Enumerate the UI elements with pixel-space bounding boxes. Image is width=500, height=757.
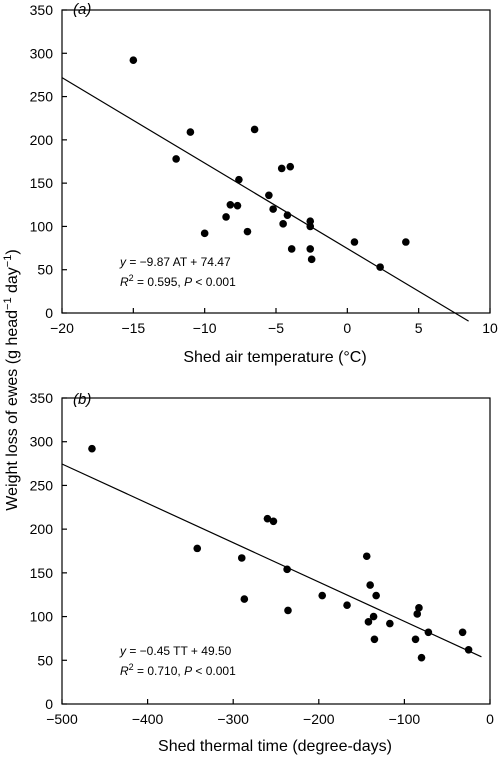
y-tick-label: 200 [30, 132, 54, 148]
y-tick-label: 350 [30, 390, 54, 406]
x-tick-label: −400 [132, 711, 164, 727]
panel-a-regression [61, 77, 469, 322]
data-point [233, 201, 242, 210]
panel-a-stats: R2 = 0.595, P < 0.001 [120, 273, 236, 289]
y-tick-label: 100 [30, 609, 54, 625]
data-point [235, 175, 243, 184]
data-point [402, 238, 410, 246]
data-point [366, 581, 374, 589]
y-tick-label: 50 [37, 652, 53, 668]
data-point [237, 554, 246, 562]
panel-a-x-axis-title: Shed air temperature (°C) [183, 349, 366, 366]
y-tick-label: 150 [30, 175, 54, 191]
data-point [417, 653, 426, 662]
data-point [350, 238, 359, 246]
panel-a-scatter: 0 50 100 150 200 250 300 350 −20 −15 −10 −5 0 5 10 (a)… [30, 1, 498, 366]
data-point [369, 612, 378, 621]
x-tick-label: 0 [486, 711, 494, 727]
data-point [88, 444, 96, 453]
data-point [287, 245, 296, 253]
data-point [186, 128, 195, 136]
panel-a-points [129, 56, 410, 271]
panel-b-frame [61, 397, 491, 705]
regression-line [61, 463, 482, 658]
data-point [129, 56, 138, 65]
x-tick-label: −300 [217, 711, 249, 727]
y-tick-label: 0 [45, 696, 53, 712]
data-point [222, 213, 230, 221]
data-point [172, 155, 180, 163]
x-tick-label: 0 [343, 320, 351, 336]
y-tick-label: 50 [37, 262, 53, 278]
data-point [250, 125, 259, 134]
data-point [343, 601, 351, 610]
data-point [362, 552, 371, 561]
y-tick-label: 150 [30, 565, 54, 581]
data-point [279, 220, 287, 228]
panel-a-equation: y = −9.87 AT + 74.47 [119, 255, 231, 269]
y-tick-label: 350 [30, 2, 54, 18]
data-point [284, 606, 292, 615]
data-point [200, 229, 209, 238]
data-point [386, 619, 394, 628]
x-tick-label: 5 [415, 320, 423, 336]
data-point [283, 565, 291, 574]
data-point [269, 205, 277, 213]
data-point [364, 618, 373, 626]
data-point [307, 255, 316, 264]
panel-a-label: (a) [73, 1, 91, 18]
data-point [411, 635, 420, 644]
data-point [265, 191, 273, 200]
x-tick-label: −20 [50, 320, 74, 336]
x-tick-label: −15 [121, 320, 145, 336]
y-tick-label: 250 [30, 477, 54, 493]
data-point [458, 628, 467, 637]
panel-b-equation: y = −0.45 TT + 49.50 [119, 644, 232, 658]
data-point [277, 164, 286, 173]
panel-b-x-axis-title: Shed thermal time (degree-days) [158, 738, 392, 755]
x-tick-label: −10 [193, 320, 217, 336]
x-tick-label: −500 [46, 711, 78, 727]
y-tick-label: 300 [30, 45, 54, 61]
data-point [415, 604, 423, 612]
data-point [269, 517, 278, 526]
panel-b-label: (b) [73, 391, 91, 408]
shared-y-axis-title: Weight loss of ewes (g head−1 day−1) [2, 249, 21, 510]
y-tick-label: 100 [30, 218, 54, 234]
panel-b-stats: R2 = 0.710, P < 0.001 [120, 662, 236, 678]
panel-b-points [88, 444, 473, 662]
data-point [413, 610, 422, 618]
data-point [306, 217, 315, 226]
data-point [318, 591, 327, 600]
data-point [243, 227, 252, 236]
x-tick-label: 10 [482, 320, 498, 336]
regression-line [61, 77, 469, 322]
panel-b-scatter: 0 50 100 150 200 250 300 350 −500 −400 −300 −200 −10… [30, 390, 494, 755]
data-point [286, 162, 295, 171]
y-tick-label: 250 [30, 89, 54, 105]
y-tick-label: 0 [45, 305, 53, 321]
data-point [226, 200, 235, 209]
y-tick-label: 200 [30, 521, 54, 537]
y-tick-label: 300 [30, 434, 54, 450]
data-point [306, 245, 315, 253]
panel-b-axes: 0 50 100 150 200 250 300 350 −500 −400 −300 −200 −10… [30, 390, 494, 727]
panel-a-axes: 0 50 100 150 200 250 300 350 −20 −15 −10 −5 0 5 10 [30, 2, 498, 336]
panel-b-regression [61, 463, 482, 658]
data-point [263, 514, 272, 523]
data-point [193, 544, 202, 553]
x-tick-label: −5 [268, 320, 284, 336]
x-tick-label: −200 [303, 711, 335, 727]
data-point [370, 635, 379, 644]
data-point [372, 591, 380, 600]
data-point [240, 595, 249, 603]
x-tick-label: −100 [389, 711, 421, 727]
